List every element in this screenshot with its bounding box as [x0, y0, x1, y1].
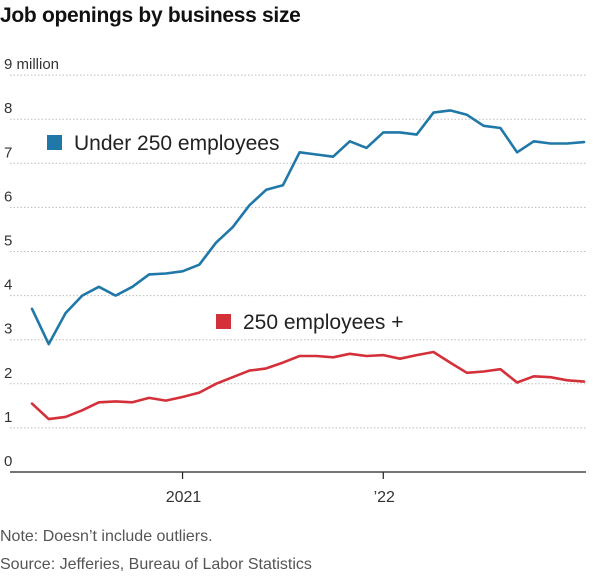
legend: Under 250 employees 250 employees +	[47, 132, 404, 334]
x-tick-label: ’22	[374, 489, 395, 506]
x-tick-label: 2021	[166, 489, 202, 506]
y-tick-label: 5	[4, 233, 12, 250]
series-line-250-plus	[30, 350, 586, 421]
gridlines	[10, 74, 586, 429]
legend-swatch	[47, 135, 62, 150]
legend-label: Under 250 employees	[74, 132, 279, 155]
y-tick-label: 6	[4, 188, 12, 205]
y-tick-label: 1	[4, 409, 12, 426]
y-tick-label: 8	[4, 100, 12, 117]
y-tick-label: 0	[4, 453, 12, 470]
source-text: Source: Jefferies, Bureau of Labor Stati…	[0, 556, 312, 573]
y-tick-label: 3	[4, 321, 12, 338]
legend-label: 250 employees +	[243, 311, 404, 334]
legend-swatch	[216, 314, 231, 329]
y-tick-labels: 0 1 2 3 4 5 6 7 8 9 million	[4, 56, 59, 470]
series-line-under-250	[30, 109, 586, 346]
y-tick-label: 4	[4, 277, 12, 294]
note-text: Note: Doesn’t include outliers.	[0, 528, 213, 545]
series-lines	[30, 109, 586, 421]
y-tick-label: 2	[4, 365, 12, 382]
y-tick-label: 7	[4, 144, 12, 161]
x-axis: 2021 ’22	[10, 471, 586, 506]
y-tick-label: 9 million	[4, 56, 59, 73]
chart-title: Job openings by business size	[0, 4, 301, 27]
